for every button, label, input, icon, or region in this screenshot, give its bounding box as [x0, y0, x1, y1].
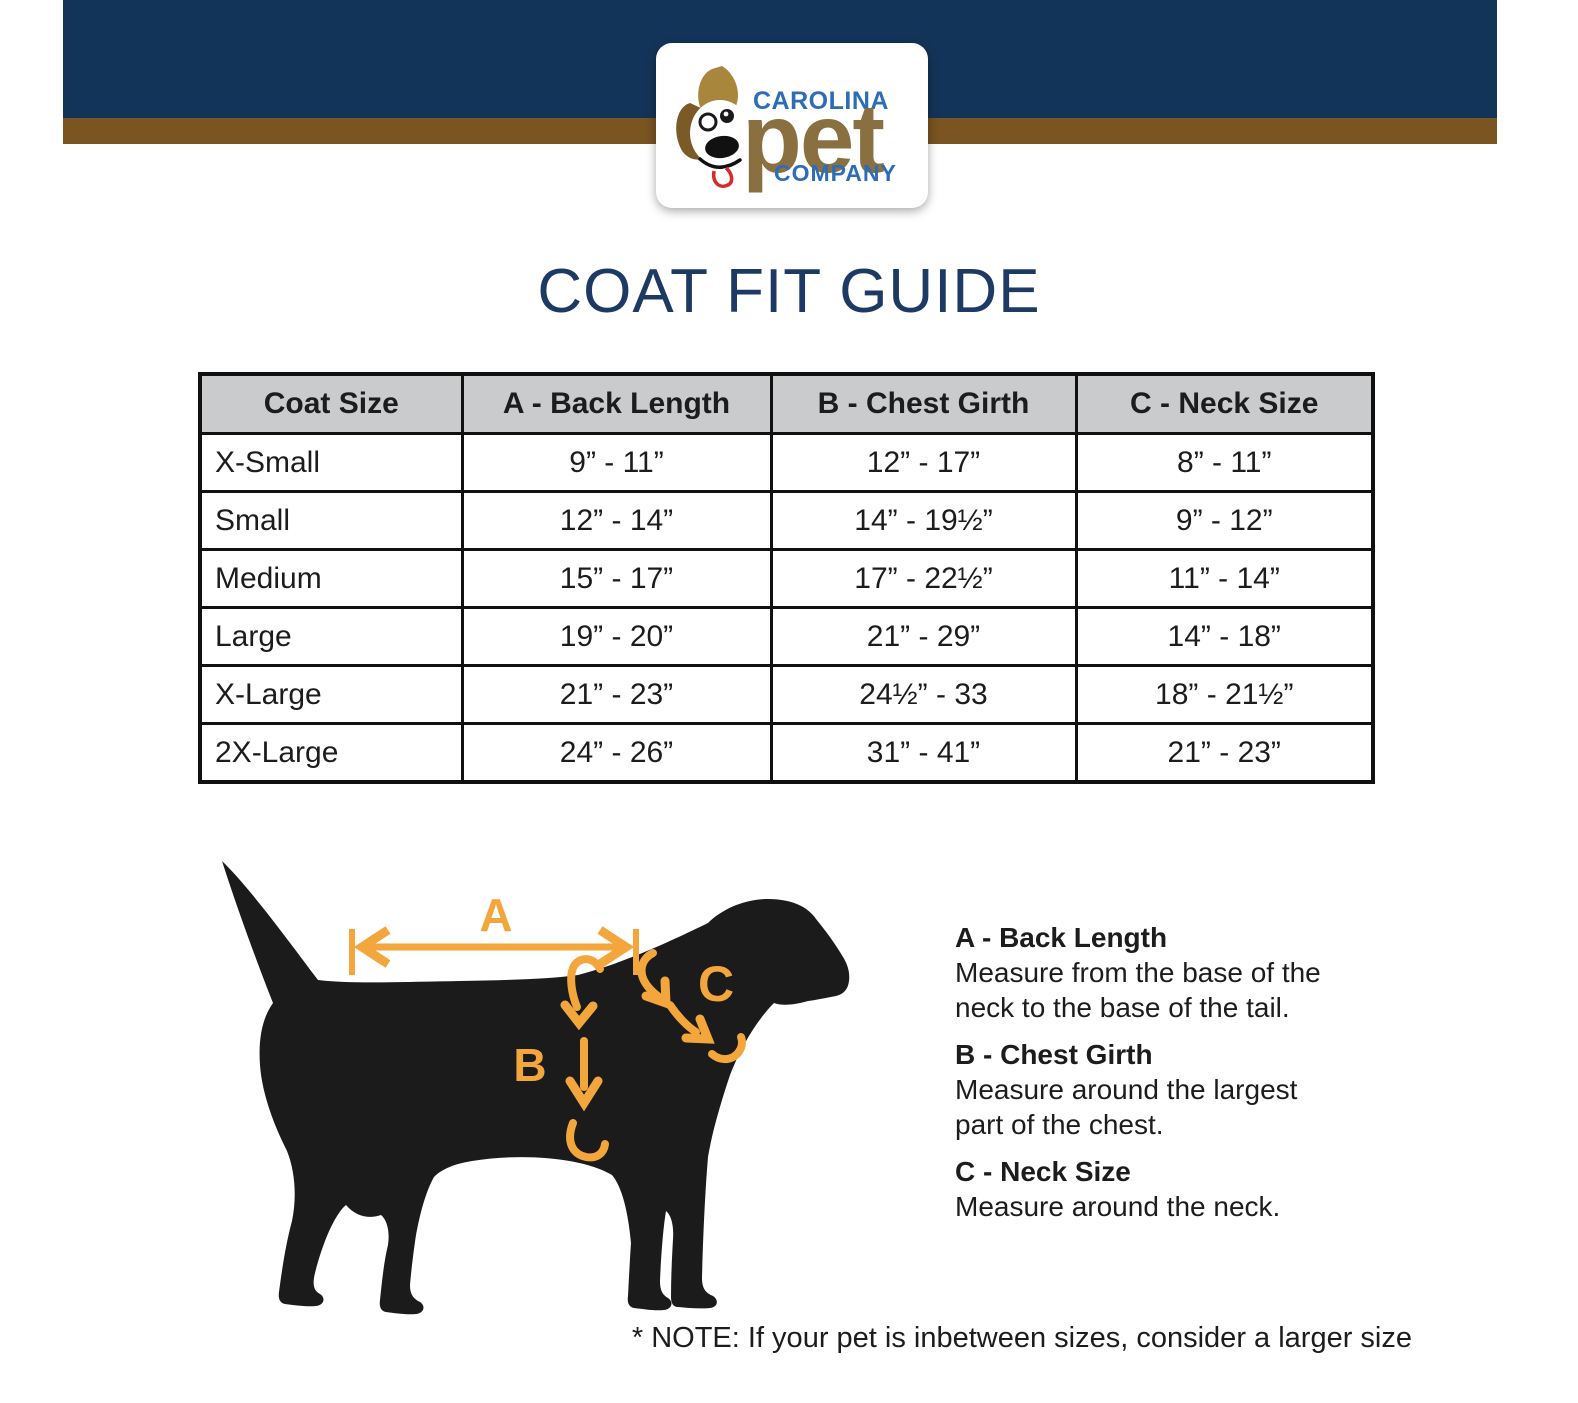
logo-card: CAROLINA pet COMPANY — [656, 43, 928, 208]
size-cell: Small — [198, 490, 464, 551]
label-a: A — [479, 889, 512, 941]
measurement-cell: 11” - 14” — [1074, 548, 1375, 609]
dog-silhouette-icon — [222, 861, 850, 1315]
measurement-cell: 17” - 22½” — [769, 548, 1078, 609]
size-cell: X-Large — [198, 664, 464, 725]
arrow-c — [637, 949, 746, 1064]
measurement-cell: 19” - 20” — [460, 606, 773, 667]
page-title: COAT FIT GUIDE — [537, 257, 1041, 326]
legend-line: Measure around the neck. — [955, 1191, 1281, 1222]
size-cell: Medium — [198, 548, 464, 609]
legend-heading: A - Back Length — [955, 922, 1168, 953]
measurement-cell: 15” - 17” — [460, 548, 773, 609]
size-table: Coat Size A - Back Length B - Chest Girth C… — [198, 372, 1375, 784]
logo-company: COMPANY — [774, 160, 897, 186]
size-table-header: Coat Size A - Back Length B - Chest Girth C… — [198, 372, 1375, 435]
label-b: B — [513, 1039, 546, 1091]
size-table-body: X-Small 9” - 11” 12” - 17” 8” - 11” Small 12”… — [198, 432, 1375, 784]
measurement-cell: 14” - 19½” — [769, 490, 1078, 551]
arrow-b — [560, 955, 609, 1162]
measurement-cell: 14” - 18” — [1074, 606, 1375, 667]
legend-item: C - Neck Size Measure around the neck. — [955, 1154, 1375, 1224]
size-cell: 2X-Large — [198, 722, 464, 784]
measurement-cell: 9” - 12” — [1074, 490, 1375, 551]
logo-pet: pet — [742, 83, 885, 193]
dog-diagram-svg: A B C — [222, 861, 850, 1315]
dog-diagram: A B C — [200, 853, 860, 1323]
table-row: 2X-Large 24” - 26” 31” - 41” 21” - 23” — [198, 722, 1375, 784]
measurement-cell: 21” - 29” — [769, 606, 1078, 667]
arrow-a — [349, 926, 639, 975]
size-cell: X-Small — [198, 432, 464, 493]
measurement-cell: 18” - 21½” — [1074, 664, 1375, 725]
legend-line: neck to the base of the tail. — [955, 992, 1290, 1023]
header-row: Coat Size A - Back Length B - Chest Girth C… — [198, 372, 1375, 435]
legend-line: Measure around the largest — [955, 1074, 1298, 1105]
legend-line: part of the chest. — [955, 1109, 1164, 1140]
logo-carolina: CAROLINA — [753, 87, 889, 115]
table-row: Small 12” - 14” 14” - 19½” 9” - 12” — [198, 490, 1375, 551]
column-header: Coat Size — [198, 372, 464, 435]
measurement-cell: 8” - 11” — [1074, 432, 1375, 493]
measurement-legend: A - Back Length Measure from the base of … — [955, 920, 1375, 1236]
legend-heading: C - Neck Size — [955, 1156, 1131, 1187]
dog-head-icon — [676, 66, 750, 188]
size-cell: Large — [198, 606, 464, 667]
measurement-cell: 24” - 26” — [460, 722, 773, 784]
note-text: * NOTE: If your pet is inbetween sizes, … — [631, 1322, 1412, 1354]
legend-line: Measure from the base of the — [955, 957, 1321, 988]
measurement-cell: 12” - 17” — [769, 432, 1078, 493]
measurement-cell: 12” - 14” — [460, 490, 773, 551]
column-header: B - Chest Girth — [769, 372, 1078, 435]
legend-heading: B - Chest Girth — [955, 1039, 1153, 1070]
column-header: A - Back Length — [460, 372, 773, 435]
legend-item: A - Back Length Measure from the base of … — [955, 920, 1375, 1025]
table-row: Medium 15” - 17” 17” - 22½” 11” - 14” — [198, 548, 1375, 609]
measurement-cell: 24½” - 33 — [769, 664, 1078, 725]
label-c: C — [698, 956, 734, 1012]
table-row: X-Small 9” - 11” 12” - 17” 8” - 11” — [198, 432, 1375, 493]
measurement-cell: 31” - 41” — [769, 722, 1078, 784]
column-header: C - Neck Size — [1074, 372, 1375, 435]
measurement-cell: 9” - 11” — [460, 432, 773, 493]
measurement-cell: 21” - 23” — [1074, 722, 1375, 784]
table-row: X-Large 21” - 23” 24½” - 33 18” - 21½” — [198, 664, 1375, 725]
legend-item: B - Chest Girth Measure around the larges… — [955, 1037, 1375, 1142]
measurement-cell: 21” - 23” — [460, 664, 773, 725]
table-row: Large 19” - 20” 21” - 29” 14” - 18” — [198, 606, 1375, 667]
